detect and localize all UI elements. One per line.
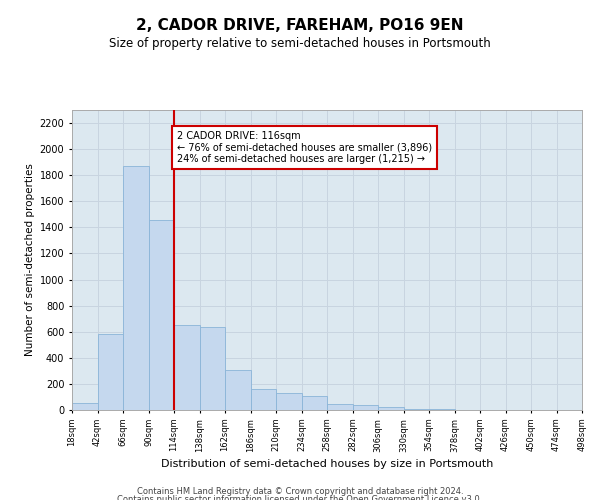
Text: Size of property relative to semi-detached houses in Portsmouth: Size of property relative to semi-detach… [109, 38, 491, 51]
Bar [199, 326, 225, 410]
Text: 2 CADOR DRIVE: 116sqm
← 76% of semi-detached houses are smaller (3,896)
24% of s: 2 CADOR DRIVE: 116sqm ← 76% of semi-deta… [177, 131, 433, 164]
Bar [327, 404, 353, 410]
Text: 2, CADOR DRIVE, FAREHAM, PO16 9EN: 2, CADOR DRIVE, FAREHAM, PO16 9EN [136, 18, 464, 32]
Bar [97, 334, 123, 410]
Bar [378, 406, 404, 410]
Bar [302, 396, 327, 410]
Text: Contains HM Land Registry data © Crown copyright and database right 2024.: Contains HM Land Registry data © Crown c… [137, 488, 463, 496]
Bar [149, 220, 174, 410]
Bar [174, 325, 199, 410]
Y-axis label: Number of semi-detached properties: Number of semi-detached properties [25, 164, 35, 356]
X-axis label: Distribution of semi-detached houses by size in Portsmouth: Distribution of semi-detached houses by … [161, 458, 493, 468]
Bar [276, 393, 302, 410]
Bar [251, 389, 276, 410]
Bar [72, 403, 97, 410]
Bar [123, 166, 149, 410]
Bar [225, 370, 251, 410]
Bar [404, 408, 429, 410]
Text: Contains public sector information licensed under the Open Government Licence v3: Contains public sector information licen… [118, 495, 482, 500]
Bar [353, 406, 378, 410]
